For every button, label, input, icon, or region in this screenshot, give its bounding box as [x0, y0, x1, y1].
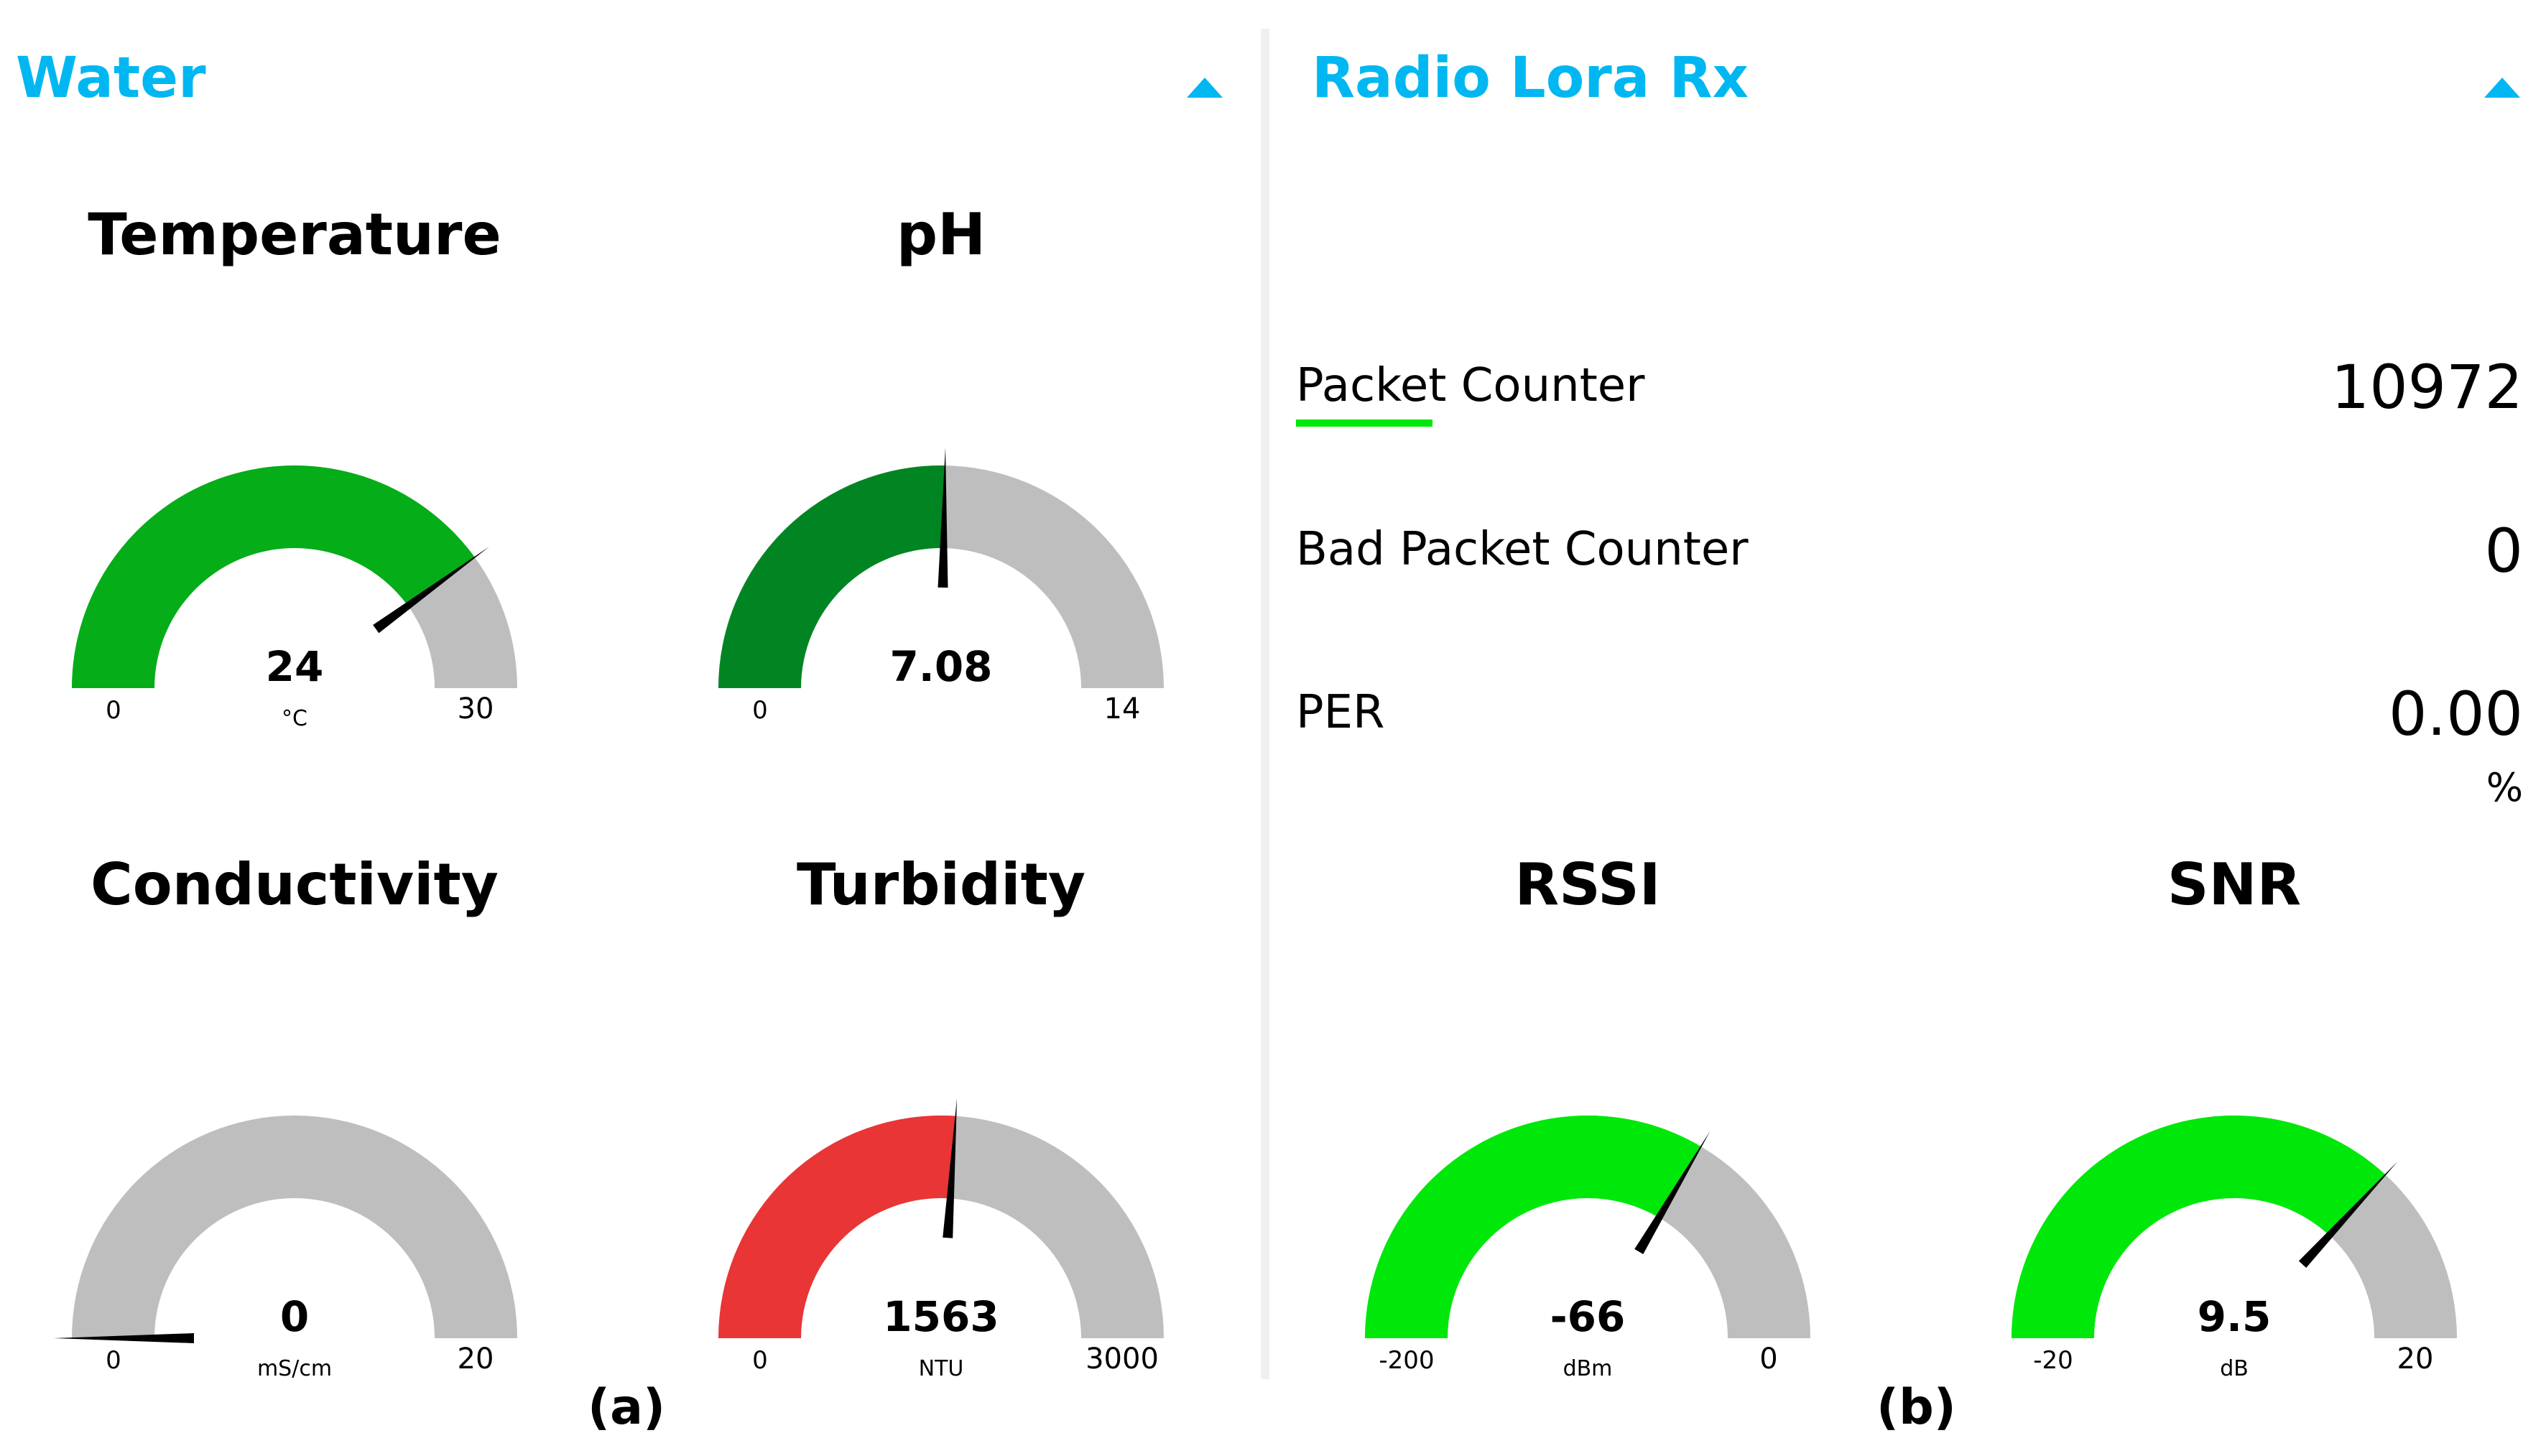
gauge-max: 3000 [1085, 1343, 1159, 1376]
gauge-unit: °C [282, 706, 307, 731]
stat-packet-counter: Packet Counter 10972 [1296, 352, 2523, 445]
gauge-title: pH [896, 201, 986, 268]
gauge-title: Conductivity [91, 851, 499, 918]
gauge-fill [2012, 1116, 2386, 1338]
caret-up-icon[interactable] [1187, 78, 1223, 98]
gauge-min: 0 [752, 696, 768, 725]
stat-label: Bad Packet Counter [1296, 523, 1749, 576]
gauge-max: 20 [458, 1343, 494, 1376]
stat-underline [1296, 419, 1432, 427]
gauge-track [72, 1116, 517, 1338]
gauge-max: 30 [458, 692, 494, 725]
gauge-svg: 1563 NTU 0 3000 [718, 1098, 1164, 1381]
caption-b: (b) [1876, 1379, 1956, 1436]
gauge-needle [54, 1333, 194, 1343]
gauge-rssi: RSSI -66 dBm -200 0 [1293, 851, 1940, 1411]
gauge-svg: 9.5 dB -20 20 [2012, 1116, 2457, 1381]
gauge-unit: dBm [1563, 1356, 1613, 1381]
gauge-ph: pH 7.08 0 14 [647, 201, 1293, 761]
gauge-min: -20 [2033, 1346, 2073, 1375]
gauge-title: RSSI [1514, 851, 1661, 918]
gauge-needle [943, 1098, 958, 1238]
gauge-fill [72, 465, 475, 688]
gauge-unit: mS/cm [257, 1356, 332, 1381]
stat-per: PER 0.00 % [1296, 679, 2523, 810]
stat-value: 0.00 [2388, 679, 2523, 749]
gauge-min: 0 [106, 1346, 121, 1375]
gauge-svg: 24 °C 0 30 [72, 465, 517, 731]
stat-bad-packet-counter: Bad Packet Counter 0 [1296, 516, 2523, 609]
gauge-value: 9.5 [2198, 1292, 2272, 1341]
gauge-fill [718, 1116, 956, 1338]
gauge-needle [373, 547, 490, 634]
gauge-temperature: Temperature 24 °C 0 30 [0, 201, 647, 761]
gauge-min: 0 [752, 1346, 768, 1375]
gauge-conductivity: Conductivity 0 mS/cm 0 20 [0, 851, 647, 1411]
gauge-unit: dB [2220, 1356, 2249, 1381]
caret-up-icon[interactable] [2484, 78, 2520, 98]
caption-a: (a) [588, 1379, 666, 1436]
gauge-title: Temperature [88, 201, 501, 268]
radio-panel: Radio Lora Rx Packet Counter 10972 Bad P… [1272, 0, 2546, 1381]
gauge-title: SNR [2167, 851, 2302, 918]
gauge-min: -200 [1379, 1346, 1434, 1375]
stat-label: Packet Counter [1296, 359, 1645, 412]
panel-title-water: Water [16, 46, 206, 111]
gauge-value: -66 [1550, 1292, 1626, 1341]
gauge-min: 0 [106, 696, 121, 725]
panel-divider [1261, 29, 1269, 1379]
water-panel: Water Temperature 24 °C 0 30 pH 7.08 0 14 Con… [0, 0, 1261, 1381]
gauge-unit: NTU [919, 1356, 964, 1381]
gauge-title: Turbidity [797, 851, 1085, 918]
gauge-needle [1634, 1131, 1711, 1255]
gauge-value: 1563 [883, 1292, 999, 1341]
gauge-value: 7.08 [889, 642, 992, 691]
gauge-snr: SNR 9.5 dB -20 20 [1940, 851, 2546, 1411]
gauge-max: 0 [1759, 1343, 1777, 1376]
panel-title-radio: Radio Lora Rx [1312, 46, 1749, 111]
gauge-needle [2298, 1161, 2398, 1268]
gauge-max: 20 [2397, 1343, 2434, 1376]
gauge-fill [1365, 1116, 1701, 1338]
gauge-svg: 7.08 0 14 [718, 448, 1164, 725]
stat-unit: % [2486, 765, 2523, 810]
gauge-value: 0 [280, 1292, 309, 1341]
stat-value: 10972 [2330, 352, 2523, 422]
gauge-svg: 0 mS/cm 0 20 [54, 1116, 517, 1381]
gauge-value: 24 [266, 642, 324, 691]
gauge-max: 14 [1104, 692, 1141, 725]
stat-value: 0 [2484, 516, 2523, 586]
gauge-svg: -66 dBm -200 0 [1365, 1116, 1810, 1381]
stat-label: PER [1296, 686, 1385, 739]
gauge-fill [718, 465, 945, 688]
gauge-needle [938, 448, 948, 588]
gauge-turbidity: Turbidity 1563 NTU 0 3000 [647, 851, 1293, 1411]
